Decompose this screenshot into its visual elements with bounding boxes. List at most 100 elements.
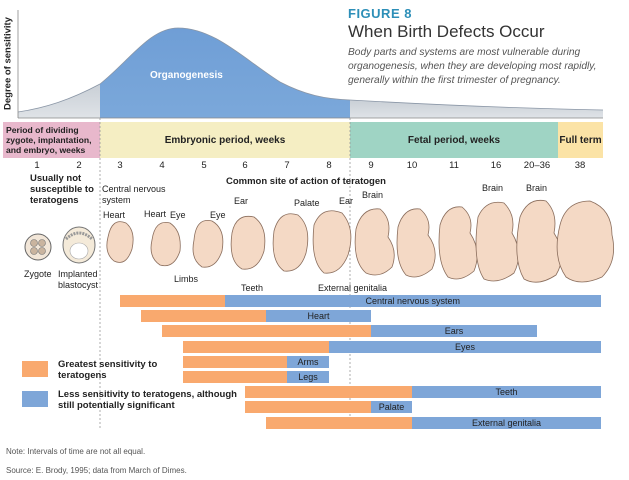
bar-segment-low	[371, 401, 412, 413]
label-external-genitalia: External genitalia	[318, 283, 388, 293]
week-tick-label: 20–36	[523, 160, 551, 171]
curve-outline	[17, 27, 604, 113]
fetus-week-20-36	[516, 199, 562, 283]
week-tick-label: 5	[201, 160, 207, 171]
embryo-week-4	[150, 221, 181, 267]
week-tick-label: 4	[159, 160, 165, 171]
bar-segment-high	[245, 386, 412, 398]
bar-palate: Palate	[245, 401, 412, 413]
fetus-week-10	[396, 208, 436, 278]
bar-segment-high	[162, 325, 371, 337]
embryo-week-3	[106, 221, 134, 263]
period-fetal: Fetal period, weeks	[350, 122, 558, 158]
week-tick-label: 38	[574, 160, 586, 171]
period-embryonic: Embryonic period, weeks	[100, 122, 350, 158]
bar-segment-low	[287, 371, 329, 383]
bar-external-genitalia: External genitalia	[266, 417, 601, 429]
week-tick-label: 8	[326, 160, 332, 171]
label-brain-3: Brain	[526, 183, 548, 193]
bar-label: Arms	[297, 357, 319, 367]
bar-heart: Heart	[141, 310, 371, 322]
curve-organogenesis-area	[100, 28, 350, 118]
bar-label: Teeth	[495, 387, 518, 397]
week-tick-label: 1	[34, 160, 40, 171]
organogenesis-label: Organogenesis	[150, 70, 223, 81]
bar-segment-high	[266, 417, 412, 429]
bar-label: External genitalia	[471, 418, 542, 428]
label-heart-1: Heart	[103, 210, 126, 220]
zygote-illustration	[24, 233, 52, 261]
bar-segment-high	[183, 341, 329, 353]
bar-arms: Arms	[183, 356, 329, 368]
week-tick-label: 16	[490, 160, 502, 171]
bar-label: Ears	[444, 326, 464, 336]
period-zygote: Period of dividing zygote, implantation,…	[3, 122, 100, 158]
y-axis-label: Degree of sensitivity	[2, 17, 14, 110]
label-limbs: Limbs	[174, 274, 199, 284]
embryo-week-5	[192, 220, 224, 268]
legend-low-label: Less sensitivity to teratogens, although…	[58, 389, 237, 411]
common-site-label: Common site of action of teratogen	[226, 176, 386, 187]
week-tick-label: 2	[76, 160, 82, 171]
week-tick-label: 11	[449, 160, 459, 171]
bar-segment-high	[120, 295, 225, 307]
week-tick-label: 3	[117, 160, 123, 171]
bar-segment-high	[183, 356, 287, 368]
label-ear-2: Ear	[339, 196, 354, 206]
bar-segment-low	[329, 341, 601, 353]
figure-title: When Birth Defects Occur	[348, 22, 545, 41]
fetus-week-16	[475, 201, 519, 282]
label-cns: Central nervous system	[102, 184, 166, 205]
period-full-term: Full term	[558, 122, 603, 158]
bar-label: Eyes	[454, 342, 475, 352]
label-brain-1: Brain	[362, 190, 384, 200]
curve-left-area	[18, 84, 100, 118]
bar-teeth: Teeth	[245, 386, 601, 398]
embryo-week-8	[312, 210, 352, 274]
embryo-illustrations	[24, 199, 615, 283]
legend-low-swatch	[22, 391, 48, 407]
bar-segment-high	[245, 401, 371, 413]
bar-ears: Ears	[162, 325, 537, 337]
legend-high-label: Greatest sensitivity to teratogens	[58, 359, 158, 381]
blastocyst-illustration	[62, 226, 96, 264]
week-tick-label: 7	[284, 160, 290, 171]
week-tick-label: 6	[242, 160, 248, 171]
bar-label: Heart	[307, 311, 330, 321]
figure-description: Body parts and systems are most vulnerab…	[348, 47, 597, 86]
bar-label: Central nervous system	[365, 296, 461, 306]
bar-segment-low	[224, 295, 601, 307]
sensitivity-curve	[17, 10, 604, 119]
label-teeth: Teeth	[241, 283, 264, 293]
bar-segment-low	[287, 356, 329, 368]
figure-label: FIGURE 8	[348, 6, 412, 21]
week-tick-label: 10	[406, 160, 418, 171]
not-susceptible-note: Usually not susceptible to teratogens	[30, 173, 94, 206]
label-implanted-blastocyst: Implanted blastocyst	[58, 269, 99, 290]
embryo-week-9	[354, 208, 395, 276]
bar-eyes: Eyes	[183, 341, 601, 353]
label-eye-1: Eye	[170, 210, 186, 220]
label-palate: Palate	[294, 198, 320, 208]
label-zygote: Zygote	[24, 269, 52, 279]
bar-label: Legs	[298, 372, 318, 382]
footnote: Note: Intervals of time are not all equa…	[6, 447, 146, 456]
legend-high-swatch	[22, 361, 48, 377]
bar-segment-high	[183, 371, 287, 383]
label-brain-2: Brain	[482, 183, 504, 193]
bar-label: Palate	[378, 402, 405, 412]
curve-right-area	[350, 100, 603, 118]
label-ear-1: Ear	[234, 196, 249, 206]
bar-segment-high	[141, 310, 266, 322]
bar-central-nervous-system: Central nervous system	[120, 295, 601, 307]
label-heart-2: Heart	[144, 209, 167, 219]
bar-segment-low	[412, 386, 601, 398]
embryo-week-6	[230, 215, 266, 270]
fetus-full-term	[556, 200, 615, 283]
label-eye-2: Eye	[210, 210, 226, 220]
week-tick-label: 9	[368, 160, 374, 171]
embryo-week-7	[272, 213, 309, 272]
bar-segment-low	[371, 325, 537, 337]
fetus-week-11	[438, 206, 478, 280]
bar-segment-low	[412, 417, 601, 429]
